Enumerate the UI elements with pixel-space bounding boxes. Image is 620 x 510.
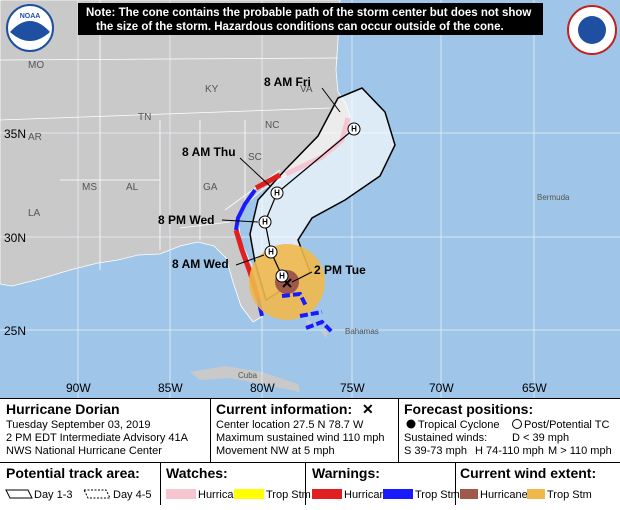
note-line: Note: The cone contains the probable pat…	[86, 7, 531, 19]
region-label: VA	[300, 84, 313, 95]
legend-label: Day 1-3	[34, 489, 73, 501]
latitude-label: 35N	[4, 127, 26, 141]
forecast-label: 8 AM Fri	[264, 75, 311, 89]
forecast-markers: H H H H H	[258, 122, 361, 283]
region-label: AL	[126, 182, 139, 193]
swatch	[166, 489, 196, 499]
swatch	[460, 489, 478, 499]
marker	[347, 122, 361, 136]
region-label: Cuba	[238, 371, 258, 380]
marker-letter: H	[351, 125, 357, 134]
legend-label: M > 110 mph	[548, 445, 612, 457]
current-info-line: Maximum sustained wind 110 mph	[216, 432, 385, 444]
current-info-title: Current information:	[216, 401, 352, 417]
region-label: Bahamas	[345, 327, 379, 336]
region-label: TN	[138, 112, 151, 123]
note-box	[78, 3, 543, 35]
marker	[258, 215, 272, 229]
legend-label: Sustained winds:	[404, 432, 487, 444]
longitude-label: 85W	[158, 381, 183, 395]
latitude-label: 30N	[4, 231, 26, 245]
legend-panel	[0, 398, 620, 505]
region-label: KY	[205, 84, 219, 95]
day45-icon	[83, 489, 111, 499]
legend-label: Trop Stm	[266, 489, 311, 501]
marker	[275, 269, 289, 283]
region-label: SC	[248, 152, 262, 163]
storm-warning	[234, 188, 257, 231]
region-label: MS	[82, 182, 97, 193]
legend-label: H 74-110 mph	[475, 445, 544, 457]
forecast-label: 8 PM Wed	[158, 213, 214, 227]
region-label: Bermuda	[537, 193, 570, 202]
note-line: the size of the storm. Hazardous conditi…	[96, 21, 504, 33]
legend-label: Hurricane	[198, 489, 246, 501]
bahamas	[306, 320, 328, 338]
hurricane-watch	[284, 117, 351, 177]
watches-title: Watches:	[166, 465, 228, 481]
warnings-title: Warnings:	[312, 465, 380, 481]
swatch	[234, 489, 264, 499]
leader-lines	[221, 87, 341, 283]
legend-label: S 39-73 mph	[404, 445, 467, 457]
longitude-label: 70W	[429, 381, 454, 395]
marker	[270, 186, 284, 200]
legend-label: Hurricane	[344, 489, 392, 501]
region-label: AR	[28, 132, 42, 143]
post-icon	[512, 419, 522, 429]
forecast-positions-title: Forecast positions:	[404, 401, 533, 417]
noaa-logo-bird	[10, 21, 50, 41]
marker-letter: H	[262, 218, 268, 227]
hurricane-warning	[254, 172, 282, 191]
nws-logo-inner	[578, 16, 606, 44]
longitude-label: 65W	[522, 381, 547, 395]
swatch	[383, 489, 413, 499]
cuba	[190, 366, 300, 392]
marker-letter: H	[274, 189, 280, 198]
region-label: MO	[28, 60, 44, 71]
storm-advisory: 2 PM EDT Intermediate Advisory 41A	[6, 432, 189, 444]
track-area-title: Potential track area:	[6, 465, 140, 481]
marker-letter: H	[279, 272, 285, 281]
legend-label: D < 39 mph	[512, 432, 569, 444]
storm-date: Tuesday September 03, 2019	[6, 419, 151, 431]
wind-extent-title: Current wind extent:	[460, 465, 596, 481]
bermuda-island	[555, 195, 559, 199]
longitude-label: 90W	[66, 381, 91, 395]
swatch	[312, 489, 342, 499]
marker-letter: H	[268, 248, 274, 257]
region-label: LA	[28, 208, 41, 219]
legend-label: Trop Stm	[547, 489, 592, 501]
storm-warning	[281, 291, 334, 334]
forecast-label: 8 AM Thu	[182, 145, 236, 159]
forecast-label: 2 PM Tue	[314, 263, 366, 277]
noaa-logo-text: NOAA	[20, 13, 41, 20]
storm-center: NWS National Hurricane Center	[6, 445, 162, 457]
legend-label: Tropical Cyclone	[418, 419, 500, 431]
current-info-symbol: ✕	[362, 401, 374, 417]
region-label: NC	[265, 120, 279, 131]
legend-dividers	[0, 398, 620, 505]
graticule	[0, 0, 620, 398]
tropical-icon	[406, 419, 416, 429]
legend-label: Day 4-5	[113, 489, 152, 501]
legend-label: Trop Stm	[415, 489, 460, 501]
marker	[264, 245, 278, 259]
legend-label: Hurricane	[480, 489, 528, 501]
latitude-label: 25N	[4, 324, 26, 338]
region-label: GA	[203, 182, 218, 193]
forecast-label: 8 AM Wed	[172, 257, 229, 271]
storm-name: Hurricane Dorian	[6, 401, 120, 417]
swatch	[527, 489, 545, 499]
current-info-line: Center location 27.5 N 78.7 W	[216, 419, 364, 431]
longitude-label: 80W	[250, 381, 275, 395]
day13-icon	[5, 489, 33, 499]
longitude-label: 75W	[340, 381, 365, 395]
current-info-line: Movement NW at 5 mph	[216, 445, 335, 457]
legend-label: Post/Potential TC	[524, 419, 609, 431]
